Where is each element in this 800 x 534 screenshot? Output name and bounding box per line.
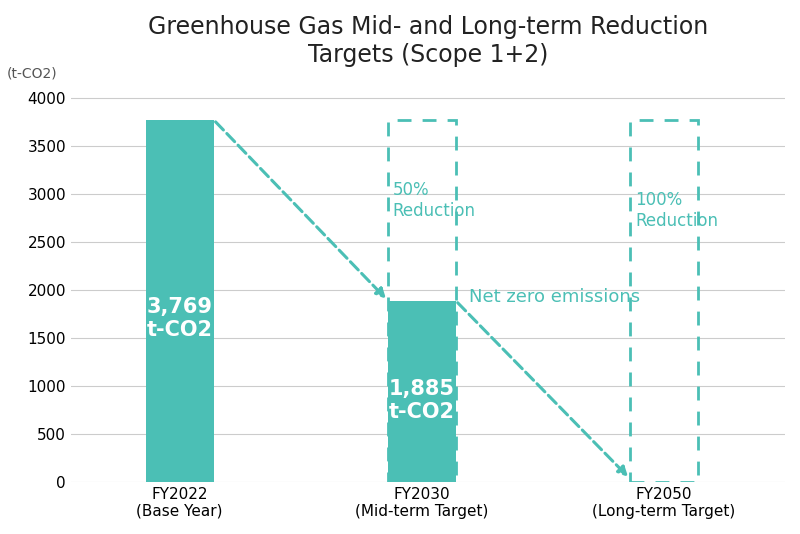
Text: (t-CO2): (t-CO2) — [6, 66, 57, 81]
Title: Greenhouse Gas Mid- and Long-term Reduction
Targets (Scope 1+2): Greenhouse Gas Mid- and Long-term Reduct… — [148, 15, 708, 67]
Text: 1,885
t-CO2: 1,885 t-CO2 — [389, 379, 455, 422]
Bar — [630, 120, 698, 482]
Bar — [146, 120, 214, 482]
Text: 50%
Reduction: 50% Reduction — [393, 182, 476, 220]
Text: 3,769
t-CO2: 3,769 t-CO2 — [146, 297, 213, 341]
Text: 100%
Reduction: 100% Reduction — [635, 191, 718, 230]
Bar — [388, 120, 456, 482]
Bar — [388, 301, 456, 482]
Text: Net zero emissions: Net zero emissions — [470, 288, 641, 307]
